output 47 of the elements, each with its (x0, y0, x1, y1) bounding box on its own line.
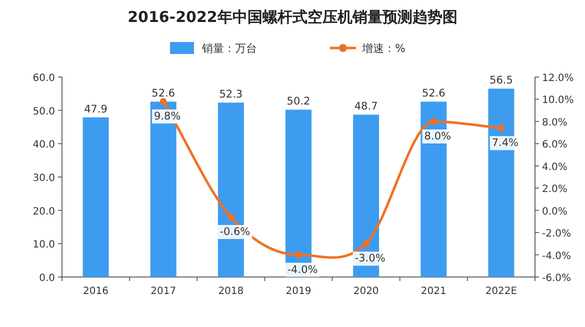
y2-tick-label: -4.0% (542, 250, 572, 262)
point (160, 98, 167, 105)
data-label: 52.6 (422, 88, 446, 100)
y2-tick-label: 4.0% (542, 162, 568, 173)
y2-tick-label: 10.0% (542, 95, 574, 106)
y-tick-label: 20.0 (32, 206, 55, 218)
data-label: 48.7 (354, 100, 378, 113)
x-tick-label: 2020 (353, 286, 379, 297)
y-tick-label: 50.0 (32, 106, 55, 118)
y2-tick-label: 2.0% (542, 184, 568, 196)
point (227, 214, 234, 220)
legend-label: 增速：% (361, 42, 406, 55)
y-tick-label: 10.0 (32, 240, 55, 251)
data-label: 50.2 (286, 96, 310, 108)
chart-title: 2016-2022年中国螺杆式空压机销量预测趋势图 (128, 8, 458, 26)
y2-tick-label: 12.0% (542, 73, 574, 84)
bar (82, 117, 109, 277)
data-label: 8.0% (424, 130, 451, 142)
data-label: 7.4% (492, 137, 519, 150)
y-tick-label: 30.0 (32, 173, 55, 184)
y2-tick-label: 6.0% (542, 140, 568, 151)
point (362, 240, 370, 248)
point (295, 251, 302, 258)
data-label: 52.6 (152, 88, 176, 100)
y-tick-label: 40.0 (32, 140, 55, 151)
data-label: 56.5 (490, 74, 513, 87)
y2-tick-label: -2.0% (542, 228, 572, 240)
y2-tick-label: -6.0% (542, 273, 572, 284)
x-tick-label: 2022E (485, 286, 518, 297)
data-label: -3.0% (354, 252, 386, 265)
y2-tick-label: 8.0% (542, 117, 568, 128)
x-tick-label: 2016 (83, 286, 109, 297)
x-tick-label: 2017 (150, 286, 176, 297)
data-label: 47.9 (84, 103, 108, 116)
x-tick-label: 2018 (218, 286, 244, 297)
point (498, 124, 505, 132)
point (430, 118, 438, 125)
legend-label: 销量：万台 (201, 42, 257, 55)
data-label: 9.8% (154, 110, 181, 122)
data-label: -4.0% (287, 264, 318, 276)
y-tick-label: 0.0 (39, 273, 55, 284)
x-tick-label: 2021 (420, 286, 446, 297)
data-label: 52.3 (219, 88, 243, 101)
data-label: -0.6% (220, 226, 250, 238)
y-tick-label: 60.0 (32, 73, 55, 84)
y2-tick-label: 0.0% (542, 206, 568, 218)
x-tick-label: 2019 (286, 286, 312, 297)
